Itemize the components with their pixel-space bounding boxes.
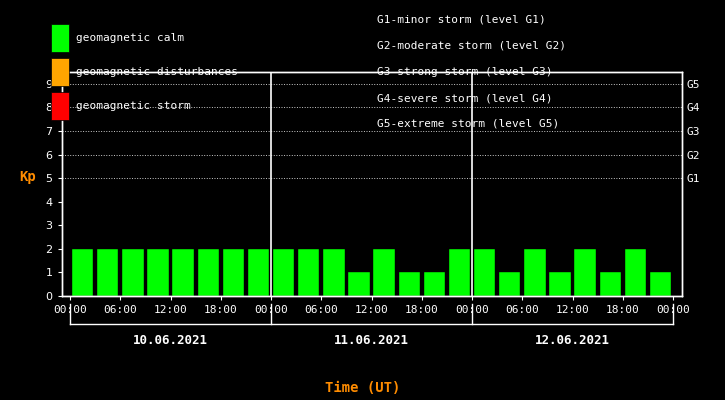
Bar: [323, 249, 344, 296]
Text: Time (UT): Time (UT): [325, 381, 400, 395]
Text: G5-extreme storm (level G5): G5-extreme storm (level G5): [377, 119, 559, 129]
Bar: [650, 272, 671, 296]
Bar: [173, 249, 194, 296]
Bar: [423, 272, 445, 296]
Bar: [373, 249, 395, 296]
Bar: [600, 272, 621, 296]
Bar: [499, 272, 521, 296]
Text: G3-strong storm (level G3): G3-strong storm (level G3): [377, 67, 552, 77]
Bar: [524, 249, 546, 296]
Text: geomagnetic calm: geomagnetic calm: [76, 33, 184, 43]
Y-axis label: Kp: Kp: [19, 170, 36, 184]
Bar: [474, 249, 495, 296]
Bar: [449, 249, 471, 296]
Text: 12.06.2021: 12.06.2021: [535, 334, 610, 346]
Bar: [625, 249, 646, 296]
Text: G1-minor storm (level G1): G1-minor storm (level G1): [377, 15, 546, 25]
Text: 10.06.2021: 10.06.2021: [133, 334, 208, 346]
Bar: [248, 249, 269, 296]
Bar: [147, 249, 169, 296]
Text: geomagnetic disturbances: geomagnetic disturbances: [76, 67, 238, 77]
Bar: [223, 249, 244, 296]
Text: 11.06.2021: 11.06.2021: [334, 334, 409, 346]
Bar: [273, 249, 294, 296]
Bar: [574, 249, 596, 296]
Bar: [97, 249, 118, 296]
Bar: [550, 272, 571, 296]
Bar: [197, 249, 219, 296]
Text: G4-severe storm (level G4): G4-severe storm (level G4): [377, 93, 552, 103]
Bar: [399, 272, 420, 296]
Bar: [474, 249, 495, 296]
Bar: [122, 249, 144, 296]
Bar: [298, 249, 320, 296]
Text: G2-moderate storm (level G2): G2-moderate storm (level G2): [377, 41, 566, 51]
Text: geomagnetic storm: geomagnetic storm: [76, 101, 191, 111]
Bar: [72, 249, 94, 296]
Bar: [348, 272, 370, 296]
